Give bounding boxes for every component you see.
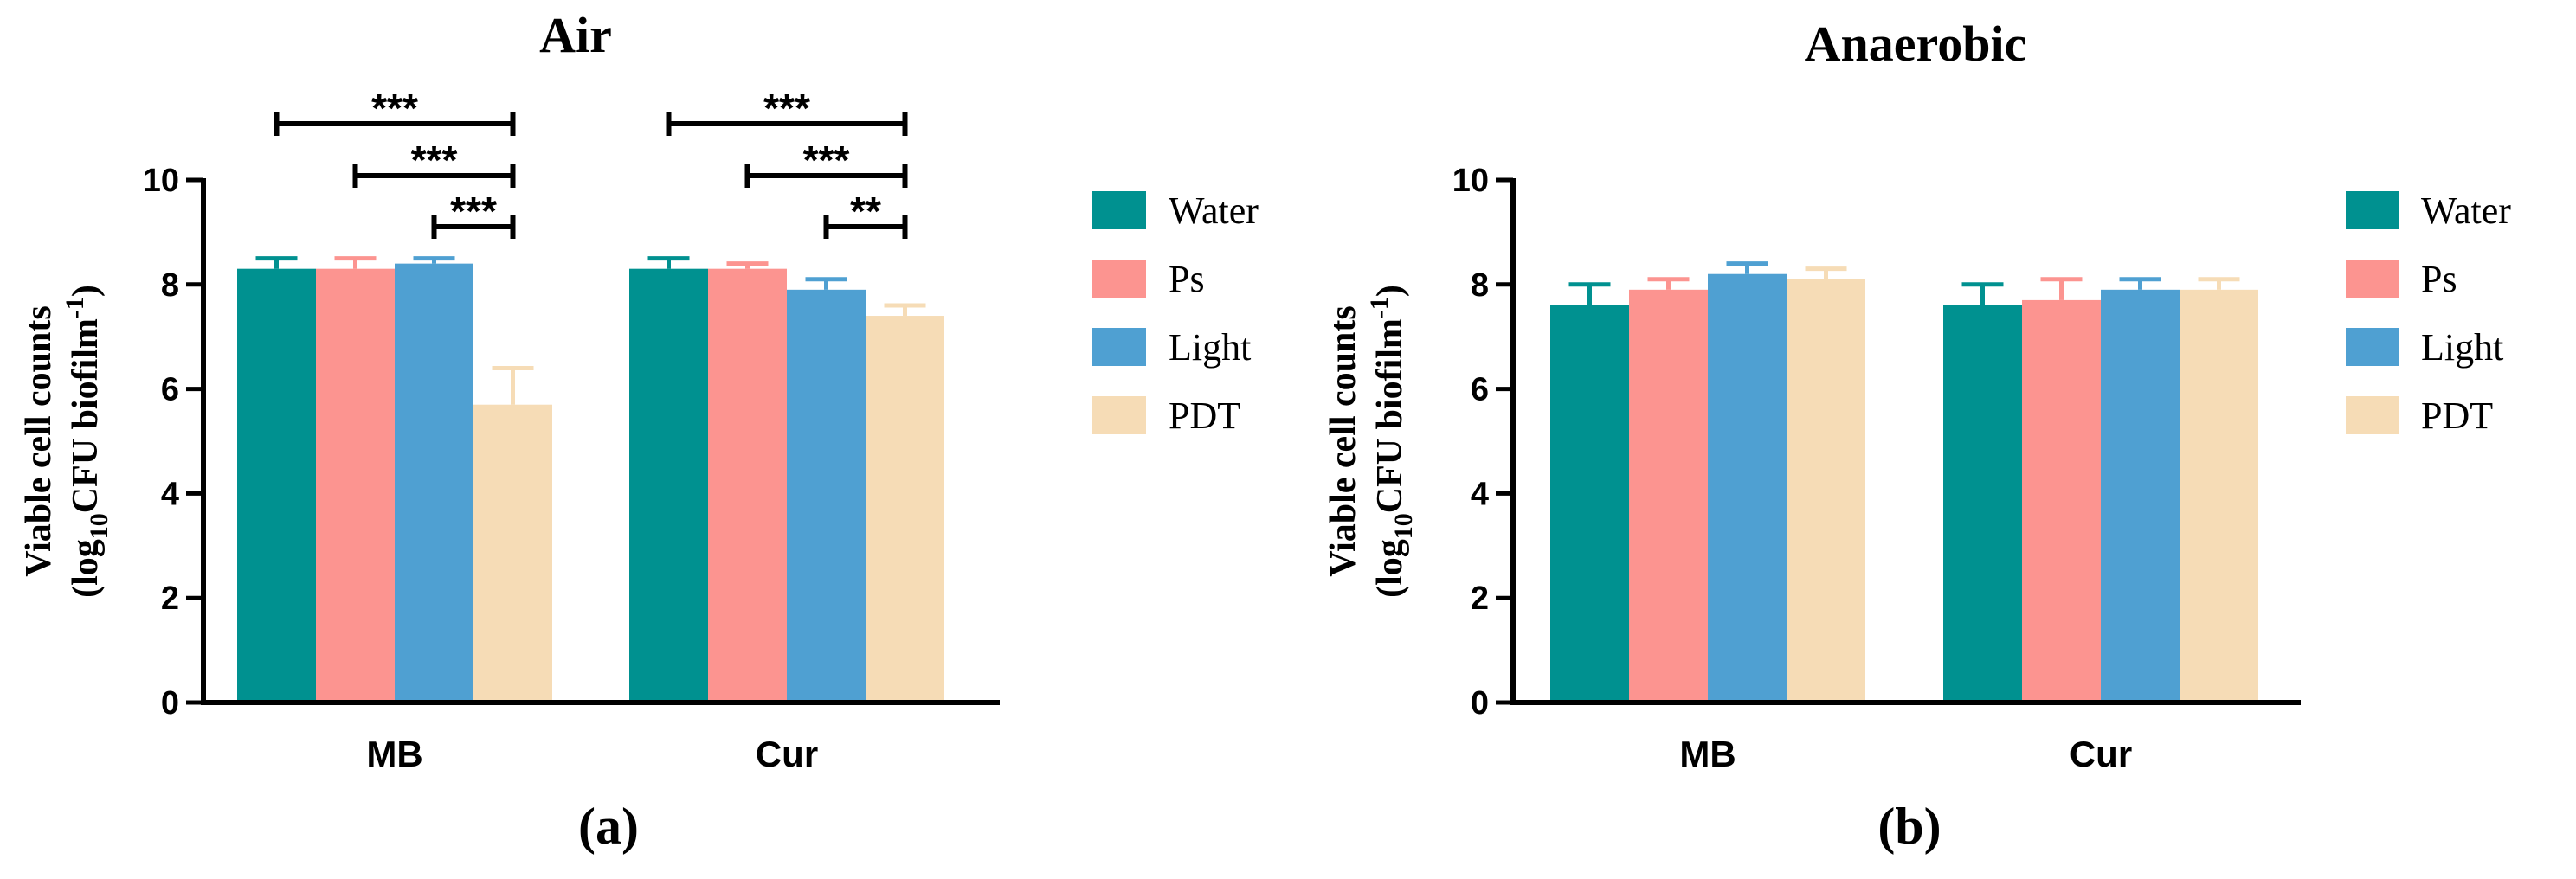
panel-label: (b) (1877, 798, 1941, 855)
y-axis-label-line2: (log10CFU biofilm-1) (61, 285, 113, 598)
legend-label: PDT (1169, 395, 1240, 437)
bar-light-mb (1708, 273, 1787, 703)
significance-label: *** (763, 86, 810, 131)
legend-label: Light (1169, 326, 1251, 369)
y-tick-label: 0 (161, 685, 179, 722)
significance-bracket: *** (744, 138, 908, 188)
bar-light-cur (787, 289, 866, 703)
y-axis-label-line1: Viable cell counts (1323, 305, 1363, 576)
legend-swatch-pdt (2346, 396, 2399, 434)
y-axis-label-part: CFU biofilm (1370, 318, 1410, 513)
y-tick-label: 6 (1471, 372, 1489, 408)
bar-light-cur (2101, 289, 2180, 703)
y-axis-label-part: ) (66, 285, 106, 297)
significance-bracket: *** (274, 86, 516, 136)
legend-label: Light (2421, 326, 2503, 369)
significance-bracket: *** (431, 189, 516, 239)
significance-label: *** (803, 138, 850, 183)
legend-label: Water (2421, 189, 2511, 232)
y-tick-label: 2 (1471, 581, 1489, 617)
bar-light-mb (395, 263, 473, 703)
significance-bracket: *** (666, 86, 908, 136)
chart-title: Anaerobic (1805, 16, 2027, 72)
bar-water-mb (237, 268, 316, 703)
y-axis-label-part: (log (1370, 539, 1410, 598)
significance-label: *** (411, 138, 458, 183)
y-tick-label: 8 (1471, 267, 1489, 304)
y-tick-label: 0 (1471, 685, 1489, 722)
y-tick-label: 10 (1452, 163, 1489, 199)
y-tick-label: 4 (1471, 476, 1489, 512)
y-axis-label-part: 10 (1389, 513, 1418, 539)
legend: Water Ps Light PDT (2346, 189, 2511, 437)
y-axis-label-part: CFU biofilm (66, 318, 106, 513)
legend-swatch-ps (1092, 260, 1146, 298)
bar-pdt-mb (473, 404, 552, 703)
legend: Water Ps Light PDT (1092, 189, 1259, 437)
chart-title: Air (539, 7, 612, 63)
bar-water-mb (1550, 305, 1629, 703)
x-category-label: Cur (2070, 734, 2132, 774)
panel-label: (a) (578, 798, 639, 855)
legend-label: Ps (1169, 258, 1205, 300)
x-category-label: MB (366, 734, 422, 774)
y-axis-label-part: -1 (61, 297, 89, 318)
significance-label: *** (371, 86, 418, 131)
y-axis-label-line2: (log10CFU biofilm-1) (1365, 285, 1418, 598)
y-axis-label-line1: Viable cell counts (19, 305, 59, 576)
legend-swatch-pdt (1092, 396, 1146, 434)
y-axis-label-part: (log (66, 539, 106, 598)
y-tick-label: 8 (161, 267, 179, 304)
legend-label: Ps (2421, 258, 2457, 300)
bar-ps-mb (1629, 289, 1708, 703)
legend-label: PDT (2421, 395, 2493, 437)
bar-water-cur (629, 268, 708, 703)
bar-pdt-cur (2180, 289, 2258, 703)
x-category-label: MB (1679, 734, 1736, 774)
significance-bracket: *** (352, 138, 516, 188)
legend-swatch-ps (2346, 260, 2399, 298)
legend-swatch-light (2346, 328, 2399, 366)
bar-ps-cur (2022, 299, 2101, 703)
x-category-label: Cur (756, 734, 818, 774)
legend-label: Water (1169, 189, 1259, 232)
significance-label: *** (450, 189, 497, 234)
y-tick-label: 6 (161, 372, 179, 408)
bar-ps-cur (708, 268, 787, 703)
y-tick-label: 4 (161, 476, 179, 512)
legend-swatch-light (1092, 328, 1146, 366)
bar-pdt-cur (866, 316, 944, 703)
y-tick-label: 10 (143, 163, 179, 199)
y-axis-label-part: ) (1370, 285, 1410, 297)
y-axis-label-part: 10 (85, 513, 113, 539)
legend-swatch-water (2346, 191, 2399, 229)
legend-swatch-water (1092, 191, 1146, 229)
y-tick-label: 2 (161, 581, 179, 617)
significance-bracket: ** (823, 189, 908, 239)
y-axis-label-part: -1 (1365, 297, 1394, 318)
bar-pdt-mb (1787, 279, 1865, 703)
bar-water-cur (1943, 305, 2022, 703)
bar-ps-mb (316, 268, 395, 703)
significance-label: ** (850, 189, 881, 234)
